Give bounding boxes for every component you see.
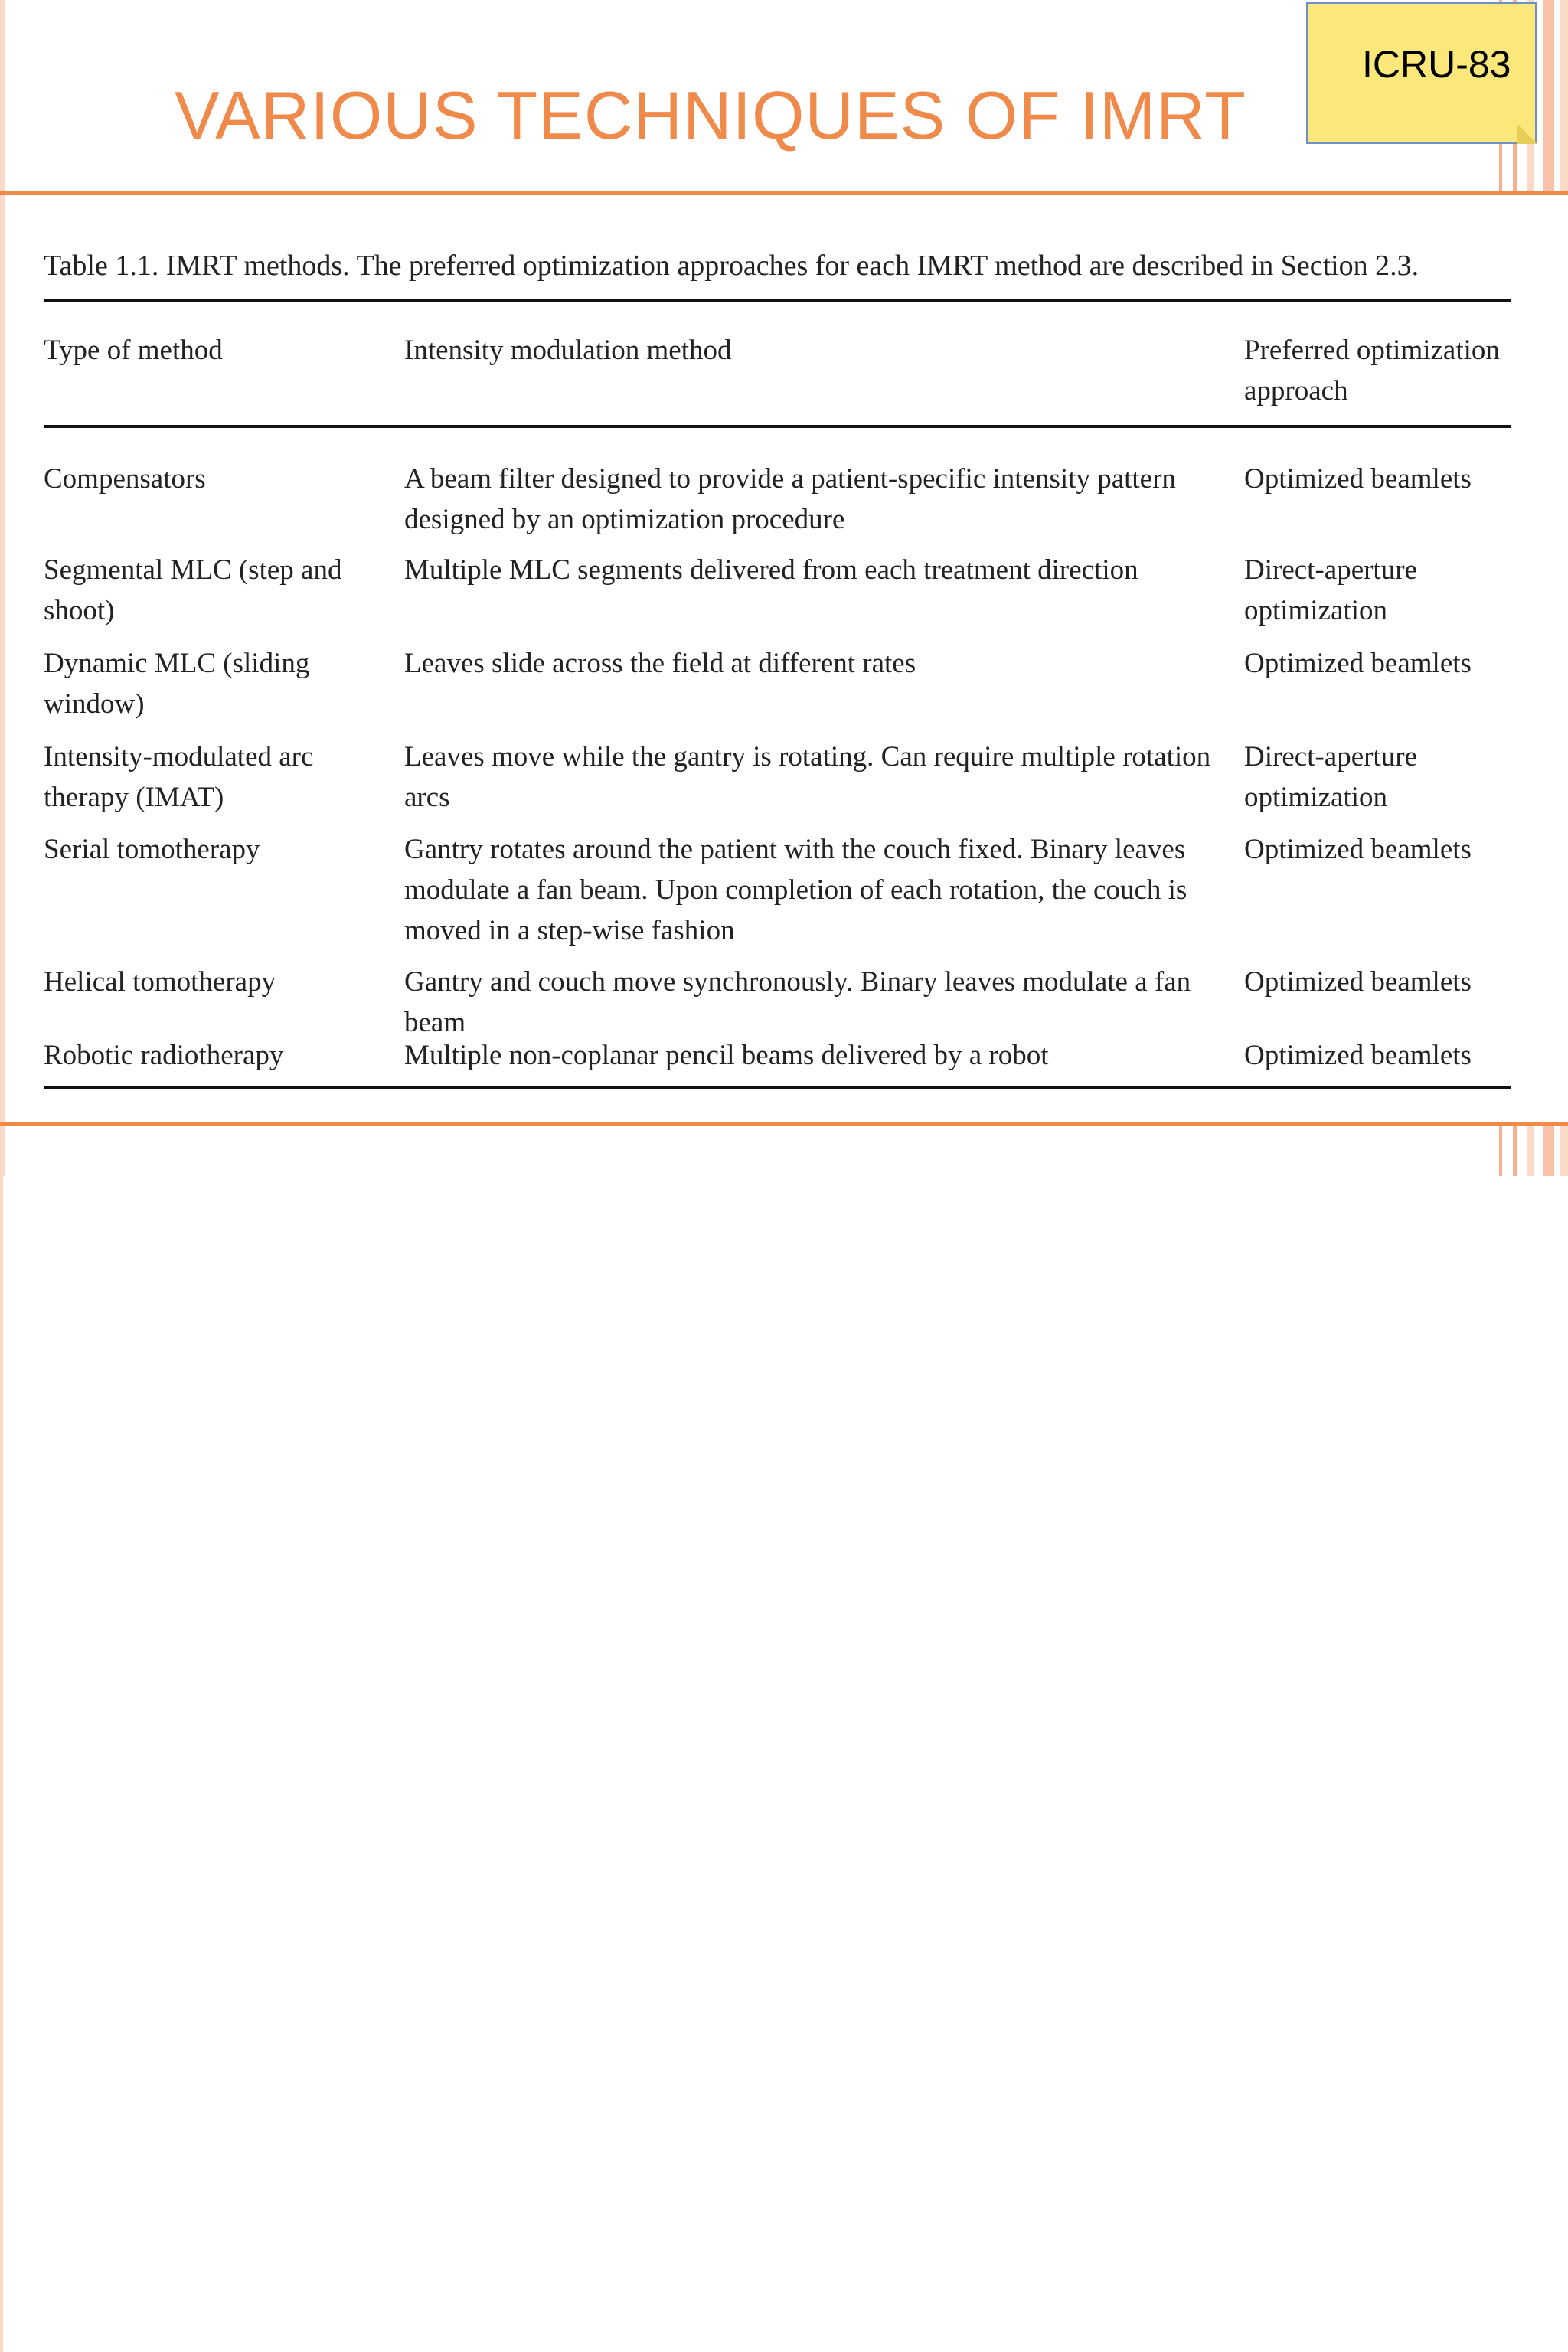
table-cell-intensity: A beam filter designed to provide a pati… (404, 463, 1176, 535)
table-cell-intensity: Gantry and couch move synchronously. Bin… (404, 966, 1191, 1038)
title-divider (0, 191, 1568, 195)
note-label: ICRU-83 (1362, 43, 1511, 86)
table-cell-optimization: Optimized beamlets (1244, 648, 1472, 679)
table-cell-intensity: Leaves slide across the field at differe… (404, 648, 916, 679)
table-cell-optimization: Optimized beamlets (1244, 463, 1472, 495)
table-cell-type: Helical tomotherapy (44, 966, 276, 998)
table-cell-type: Compensators (44, 463, 206, 495)
header-optimization: Preferred optimization approach (1244, 335, 1500, 407)
slide-title: VARIOUS TECHNIQUES OF IMRT (175, 77, 1246, 153)
note-fold-corner (1517, 124, 1537, 144)
table-cell-type: Intensity-modulated arc therapy (IMAT) (44, 741, 314, 813)
right-decor-bars-bottom (1494, 1124, 1568, 1176)
header-type: Type of method (44, 335, 223, 366)
table-caption: Table 1.1. IMRT methods. The preferred o… (44, 250, 1419, 282)
table-cell-type: Segmental MLC (step and shoot) (44, 554, 342, 626)
table-cell-type: Robotic radiotherapy (44, 1040, 284, 1071)
table-cell-optimization: Direct-aperture optimization (1244, 741, 1417, 813)
table-cell-intensity: Gantry rotates around the patient with t… (404, 834, 1187, 946)
table-cell-optimization: Optimized beamlets (1244, 1040, 1472, 1071)
table-cell-intensity: Multiple non-coplanar pencil beams deliv… (404, 1040, 1049, 1071)
footer-divider (0, 1122, 1568, 1126)
table-header-rule (44, 425, 1511, 428)
sticky-note: ICRU-83 (1306, 2, 1537, 144)
table-cell-type: Dynamic MLC (sliding window) (44, 648, 310, 720)
table-cell-intensity: Multiple MLC segments delivered from eac… (404, 554, 1138, 586)
table-cell-optimization: Optimized beamlets (1244, 966, 1472, 998)
table-cell-intensity: Leaves move while the gantry is rotating… (404, 741, 1211, 813)
left-border-stripe (0, 0, 5, 1176)
table-cell-optimization: Direct-aperture optimization (1244, 554, 1417, 626)
table-cell-type: Serial tomotherapy (44, 834, 260, 865)
header-intensity: Intensity modulation method (404, 335, 732, 366)
table-bottom-rule (44, 1086, 1511, 1089)
table-top-rule (44, 299, 1511, 302)
left-border-stripe (0, 1176, 3, 2352)
table-cell-optimization: Optimized beamlets (1244, 834, 1472, 865)
